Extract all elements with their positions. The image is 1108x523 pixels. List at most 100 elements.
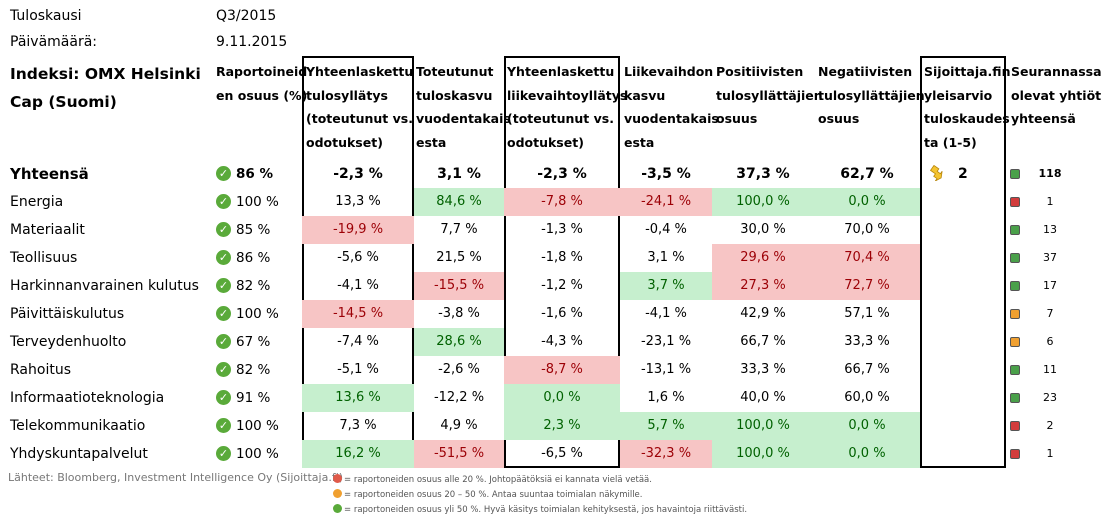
value-eg: 84,6 % — [414, 188, 504, 216]
period-value: Q3/2015 — [216, 8, 277, 24]
header-line: yleisarvio — [924, 87, 993, 103]
legend-red: = raportoneiden osuus alle 20 %. Johtopä… — [333, 474, 652, 485]
value-es: -7,4 % — [337, 334, 379, 349]
value-es: -19,9 % — [302, 216, 414, 244]
value-rg: -13,1 % — [640, 362, 692, 377]
header-line: Positiivisten — [716, 64, 804, 79]
company-count: 17 — [1043, 279, 1057, 292]
legend-green-text: = raportoneiden osuus yli 50 %. Hyvä käs… — [344, 505, 748, 515]
value-rg: 3,1 % — [647, 250, 685, 265]
company-count: 1 — [1046, 447, 1054, 460]
value-pos: 66,7 % — [740, 334, 786, 349]
header-line: en osuus (%) — [216, 87, 308, 103]
company-count: 11 — [1043, 363, 1057, 376]
header-line: osuus — [818, 111, 860, 126]
header-revenue-surprise: Yhteenlaskettu liikevaihtoyllätys (toteutu… — [507, 60, 627, 154]
green-dot-icon — [333, 504, 342, 513]
table-row: Yhdyskuntapalvelut ✓ 100 % 16,2 % -51,5 % -6,… — [0, 440, 1108, 468]
reported-share: 100 % — [236, 306, 279, 322]
header-line: yhteensä — [1011, 111, 1076, 126]
header-line: Yhteenlaskettu — [507, 64, 615, 79]
header-line: tuloskasvu — [416, 87, 493, 103]
header-line: tulosyllättäjien — [716, 87, 823, 103]
header-line: olevat yhtiöt — [1011, 87, 1102, 103]
header-line: Negatiivisten — [818, 64, 913, 79]
red-status-icon — [1010, 197, 1020, 207]
value-rg: -3,5 % — [641, 166, 691, 182]
value-pos: 29,6 % — [712, 244, 814, 272]
table-row: Teollisuus ✓ 86 % -5,6 % 21,5 % -1,8 % 3,1 % 29… — [0, 244, 1108, 272]
sector-name: Harkinnanvarainen kulutus — [10, 278, 199, 294]
header-line: tulosyllättäjien — [818, 87, 925, 103]
value-rs: -1,6 % — [541, 306, 583, 321]
reported-share: 85 % — [236, 222, 271, 238]
legend-green: = raportoneiden osuus yli 50 %. Hyvä käs… — [333, 504, 747, 515]
header-line: Sijoittaja.fin — [924, 64, 1011, 79]
value-pos: 100,0 % — [712, 440, 814, 468]
value-pos: 33,3 % — [740, 362, 786, 377]
table-row: Rahoitus ✓ 82 % -5,1 % -2,6 % -8,7 % -13,1 % 33… — [0, 356, 1108, 384]
header-negative: Negatiivisten tulosyllättäjien osuus — [818, 60, 925, 131]
value-neg: 0,0 % — [814, 440, 920, 468]
green-status-icon — [1010, 365, 1020, 375]
header-line: Seurannassa — [1011, 64, 1102, 79]
header-line: tulosyllätys — [306, 87, 388, 103]
value-es: 13,3 % — [335, 194, 381, 209]
value-rs: 0,0 % — [504, 384, 620, 412]
value-eg: -3,8 % — [438, 306, 480, 321]
value-es: 7,3 % — [339, 418, 377, 433]
reported-share: 67 % — [236, 334, 271, 350]
header-line: Yhteenlaskettu — [306, 64, 414, 79]
value-rs: 2,3 % — [504, 412, 620, 440]
red-status-icon — [1010, 421, 1020, 431]
company-count: 2 — [1046, 419, 1054, 432]
header-reported: Raportoineid en osuus (%) — [216, 60, 307, 107]
reported-share: 82 % — [236, 278, 271, 294]
value-neg: 0,0 % — [814, 412, 920, 440]
value-eg: -15,5 % — [414, 272, 504, 300]
company-count: 1 — [1046, 195, 1054, 208]
value-rs: -1,8 % — [541, 250, 583, 265]
header-line: odotukset) — [306, 134, 383, 150]
header-line: Liikevaihdon — [624, 64, 714, 79]
value-eg: 4,9 % — [440, 418, 478, 433]
estimate-box — [920, 56, 1006, 468]
revenue-surprise-box — [504, 56, 620, 468]
check-circle-icon: ✓ — [216, 362, 231, 377]
sector-name: Informaatioteknologia — [10, 390, 165, 406]
value-neg: 57,1 % — [844, 306, 890, 321]
total-row: Yhteensä ✓ 86 % -2,3 % 3,1 % -2,3 % -3,5 % 37,3… — [0, 160, 1108, 188]
company-count: 7 — [1046, 307, 1054, 320]
check-circle-icon: ✓ — [216, 418, 231, 433]
company-count: 37 — [1043, 251, 1057, 264]
green-status-icon — [1010, 169, 1020, 179]
value-rs: -1,3 % — [541, 222, 583, 237]
reported-share: 91 % — [236, 390, 271, 406]
table-row: Informaatioteknologia ✓ 91 % 13,6 % -12,2 % 0… — [0, 384, 1108, 412]
header-line: esta — [416, 134, 447, 150]
value-eg: 28,6 % — [414, 328, 504, 356]
estimate-score: 2 — [958, 166, 968, 182]
check-circle-icon: ✓ — [216, 306, 231, 321]
index-title-line: Indeksi: OMX Helsinki — [10, 65, 201, 83]
value-pos: 40,0 % — [740, 390, 786, 405]
date-label: Päivämäärä: — [10, 34, 97, 50]
value-rs: -2,3 % — [537, 166, 587, 182]
value-rg: 1,6 % — [647, 390, 685, 405]
header-earnings-growth: Toteutunut tuloskasvu vuodentakais esta — [416, 60, 511, 154]
value-es: -5,6 % — [337, 250, 379, 265]
reported-share: 100 % — [236, 418, 279, 434]
check-circle-icon: ✓ — [216, 334, 231, 349]
header-line: esta — [624, 134, 655, 150]
check-circle-icon: ✓ — [216, 446, 231, 461]
reported-share: 86 % — [236, 250, 271, 266]
legend-orange-text: = raportoneiden osuus 20 – 50 %. Antaa s… — [344, 490, 643, 500]
period-label: Tuloskausi — [10, 8, 82, 24]
value-neg: 33,3 % — [844, 334, 890, 349]
sector-name: Yhdyskuntapalvelut — [10, 446, 148, 462]
company-count: 118 — [1038, 167, 1062, 180]
sector-name: Materiaalit — [10, 222, 85, 238]
check-circle-icon: ✓ — [216, 278, 231, 293]
value-rg: 3,7 % — [620, 272, 712, 300]
value-eg: -2,6 % — [438, 362, 480, 377]
